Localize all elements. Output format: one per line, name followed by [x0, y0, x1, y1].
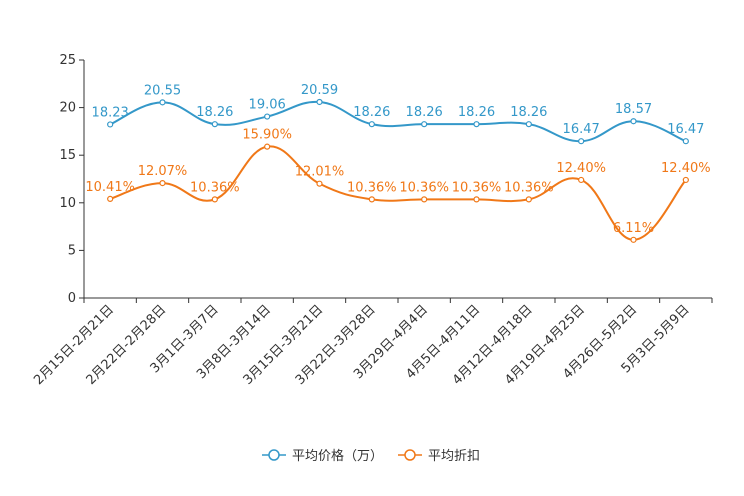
- data-point: [107, 121, 114, 128]
- data-label: 19.06: [249, 98, 286, 113]
- data-point: [264, 113, 271, 120]
- data-label: 12.40%: [556, 161, 606, 176]
- series-line-0: [109, 100, 687, 143]
- data-point: [473, 196, 480, 203]
- data-label: 12.40%: [661, 161, 711, 176]
- data-point: [525, 121, 532, 128]
- legend-label-1: 平均折扣: [428, 449, 480, 464]
- y-tick-label: 20: [59, 101, 76, 116]
- data-point: [211, 121, 218, 128]
- data-label: 12.07%: [138, 164, 188, 179]
- y-tick-label: 0: [68, 291, 76, 306]
- data-point: [368, 196, 375, 203]
- data-point: [682, 138, 689, 145]
- y-tick-label: 5: [68, 243, 76, 258]
- data-label: 12.01%: [295, 165, 345, 180]
- data-label: 10.36%: [504, 180, 554, 195]
- y-tick-label: 10: [59, 196, 76, 211]
- data-label: 16.47: [563, 122, 600, 137]
- y-tick-label: 15: [59, 148, 76, 163]
- legend-marker-0: [268, 449, 280, 461]
- legend-label-0: 平均价格（万）: [292, 448, 383, 464]
- data-point: [525, 196, 532, 203]
- data-label: 20.55: [144, 83, 181, 98]
- legend-marker-1: [404, 449, 416, 461]
- data-point: [682, 176, 689, 184]
- data-label: 18.26: [353, 105, 390, 120]
- data-point: [316, 98, 323, 106]
- data-label: 10.36%: [399, 180, 449, 195]
- data-point: [211, 196, 218, 203]
- y-tick-label: 25: [59, 53, 76, 68]
- data-point: [630, 118, 637, 125]
- data-label: 18.26: [406, 105, 443, 120]
- data-point: [107, 195, 114, 202]
- data-label: 18.26: [458, 105, 495, 120]
- data-point: [630, 236, 637, 243]
- data-label: 10.36%: [190, 180, 240, 195]
- data-label: 18.26: [510, 105, 547, 120]
- data-label: 16.47: [667, 122, 704, 137]
- data-label: 20.59: [301, 83, 338, 98]
- data-label: 18.26: [196, 105, 233, 120]
- data-label: 18.57: [615, 102, 652, 117]
- data-point: [159, 179, 166, 187]
- data-label: 10.41%: [85, 180, 135, 195]
- data-point: [421, 121, 428, 128]
- data-label: 6.11%: [613, 221, 654, 236]
- data-label: 15.90%: [242, 128, 292, 143]
- data-label: 10.36%: [452, 180, 502, 195]
- data-label: 18.23: [92, 105, 129, 120]
- data-point: [159, 99, 166, 106]
- data-point: [264, 143, 271, 150]
- data-point: [578, 138, 585, 145]
- data-point: [316, 180, 323, 187]
- data-label: 10.36%: [347, 180, 397, 195]
- data-point: [473, 121, 480, 128]
- data-point: [578, 176, 585, 184]
- data-point: [421, 196, 428, 203]
- data-point: [368, 121, 375, 128]
